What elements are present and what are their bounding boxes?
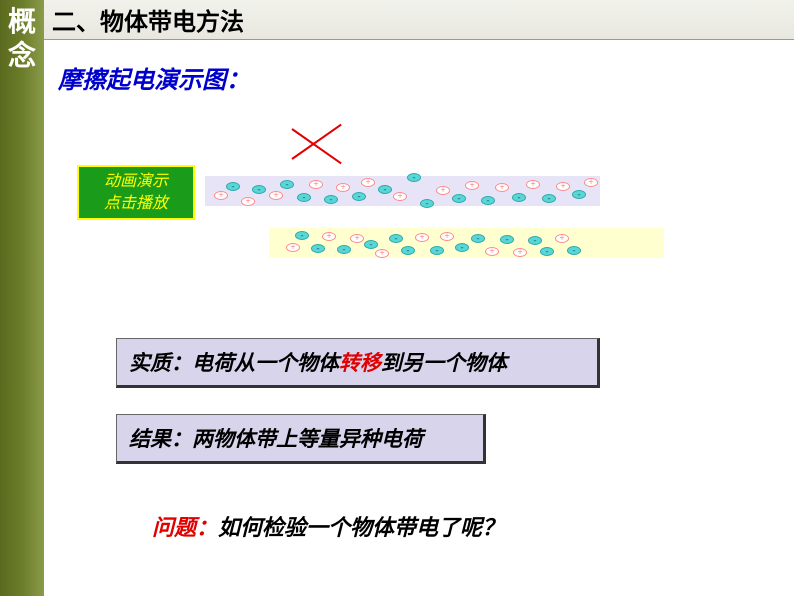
charge-bottom-10: + [415, 233, 429, 242]
result-text: 结果：两物体带上等量异种电荷 [129, 427, 423, 451]
charge-bottom-8: - [389, 234, 403, 243]
charge-bottom-1: - [295, 231, 309, 240]
title-text: 二、物体带电方法 [52, 2, 244, 37]
charge-top-7: + [309, 180, 323, 189]
charge-bottom-9: - [401, 246, 415, 255]
charge-top-6: - [297, 193, 311, 202]
charge-bottom-21: - [567, 246, 581, 255]
charge-bottom-17: + [513, 248, 527, 257]
charge-bottom-0: + [286, 243, 300, 252]
charge-top-5: - [280, 180, 294, 189]
charge-bottom-3: + [322, 232, 336, 241]
charge-top-10: - [352, 192, 366, 201]
charge-top-11: + [361, 178, 375, 187]
charge-bottom-14: - [471, 234, 485, 243]
charge-top-14: - [407, 173, 421, 182]
subtitle: 摩擦起电演示图： [58, 60, 250, 95]
anim-button-line2: 点击播放 [104, 193, 168, 215]
charge-bottom-19: - [540, 247, 554, 256]
charge-top-22: + [526, 180, 540, 189]
charge-bottom-18: - [528, 236, 542, 245]
charge-top-24: + [556, 182, 570, 191]
charge-bottom-4: - [337, 245, 351, 254]
charge-bottom-2: - [311, 244, 325, 253]
charge-top-15: - [420, 199, 434, 208]
essence-prefix: 实质：电荷从一个物体 [129, 351, 339, 375]
charge-top-20: + [495, 183, 509, 192]
question-text: 如何检验一个物体带电了呢？ [218, 515, 504, 540]
charge-top-19: - [481, 196, 495, 205]
charge-top-3: - [252, 185, 266, 194]
charge-top-13: + [393, 192, 407, 201]
charge-top-9: + [336, 183, 350, 192]
charge-bottom-5: + [350, 234, 364, 243]
charge-bottom-7: + [375, 249, 389, 258]
sidebar-char-2: 念 [8, 40, 36, 74]
charge-top-16: + [436, 186, 450, 195]
charge-top-12: - [378, 185, 392, 194]
charge-top-1: - [226, 182, 240, 191]
animation-play-button[interactable]: 动画演示 点击播放 [77, 165, 195, 220]
charge-top-2: + [241, 197, 255, 206]
sidebar: 概 念 [0, 0, 44, 596]
charge-top-23: - [542, 194, 556, 203]
charge-top-17: - [452, 194, 466, 203]
red-line-1 [291, 128, 341, 164]
charge-top-25: - [572, 190, 586, 199]
essence-suffix: 到另一个物体 [381, 351, 507, 375]
charge-top-0: + [214, 191, 228, 200]
red-line-0 [291, 124, 341, 160]
charge-bottom-16: - [500, 235, 514, 244]
charge-top-21: - [512, 193, 526, 202]
title-bar: 二、物体带电方法 [44, 0, 794, 40]
charge-top-4: + [269, 191, 283, 200]
charge-bottom-6: - [364, 240, 378, 249]
question-line: 问题：如何检验一个物体带电了呢？ [152, 510, 504, 542]
anim-button-line1: 动画演示 [104, 171, 168, 193]
charge-top-8: - [324, 195, 338, 204]
essence-highlight: 转移 [339, 351, 381, 375]
result-box: 结果：两物体带上等量异种电荷 [116, 414, 486, 464]
charge-bottom-12: + [440, 232, 454, 241]
charge-top-26: + [584, 178, 598, 187]
question-label: 问题： [152, 515, 218, 540]
charge-bottom-13: - [455, 243, 469, 252]
charge-bottom-15: + [485, 247, 499, 256]
charge-bottom-11: - [430, 246, 444, 255]
charge-top-18: + [465, 181, 479, 190]
sidebar-char-1: 概 [8, 6, 36, 40]
essence-box: 实质：电荷从一个物体转移到另一个物体 [116, 338, 600, 388]
charge-bottom-20: + [555, 234, 569, 243]
